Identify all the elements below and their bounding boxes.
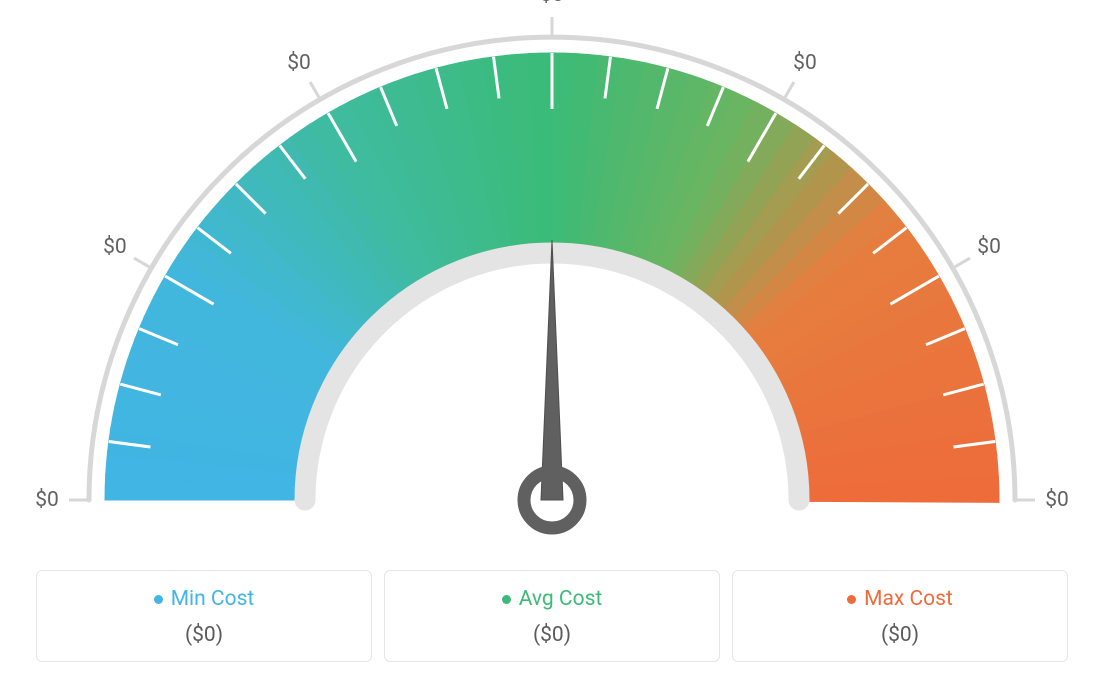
legend-label-min: Min Cost bbox=[171, 587, 255, 611]
gauge-tick-label: $0 bbox=[540, 0, 564, 7]
gauge-tick-label: $0 bbox=[793, 51, 817, 75]
legend-title-max: Max Cost bbox=[847, 587, 953, 611]
legend-dot-max bbox=[847, 595, 856, 604]
legend-value-max: ($0) bbox=[743, 623, 1057, 647]
legend-title-avg: Avg Cost bbox=[502, 587, 603, 611]
gauge-tick-label: $0 bbox=[1045, 488, 1069, 512]
gauge-svg bbox=[0, 0, 1104, 560]
legend-label-max: Max Cost bbox=[864, 587, 953, 611]
legend-value-avg: ($0) bbox=[395, 623, 709, 647]
gauge-tick-label: $0 bbox=[977, 235, 1001, 259]
gauge-tick-label: $0 bbox=[103, 235, 127, 259]
legend-dot-min bbox=[154, 595, 163, 604]
legend-value-min: ($0) bbox=[47, 623, 361, 647]
gauge-chart: $0 $0 $0 $0 $0 $0 $0 bbox=[0, 0, 1104, 560]
legend-label-avg: Avg Cost bbox=[519, 587, 603, 611]
gauge-tick-label: $0 bbox=[287, 51, 311, 75]
legend-card-min: Min Cost ($0) bbox=[36, 570, 372, 662]
legend-title-min: Min Cost bbox=[154, 587, 255, 611]
gauge-tick-label: $0 bbox=[35, 488, 59, 512]
legend-dot-avg bbox=[502, 595, 511, 604]
legend-card-avg: Avg Cost ($0) bbox=[384, 570, 720, 662]
legend-card-max: Max Cost ($0) bbox=[732, 570, 1068, 662]
legend-row: Min Cost ($0) Avg Cost ($0) Max Cost ($0… bbox=[36, 570, 1068, 662]
